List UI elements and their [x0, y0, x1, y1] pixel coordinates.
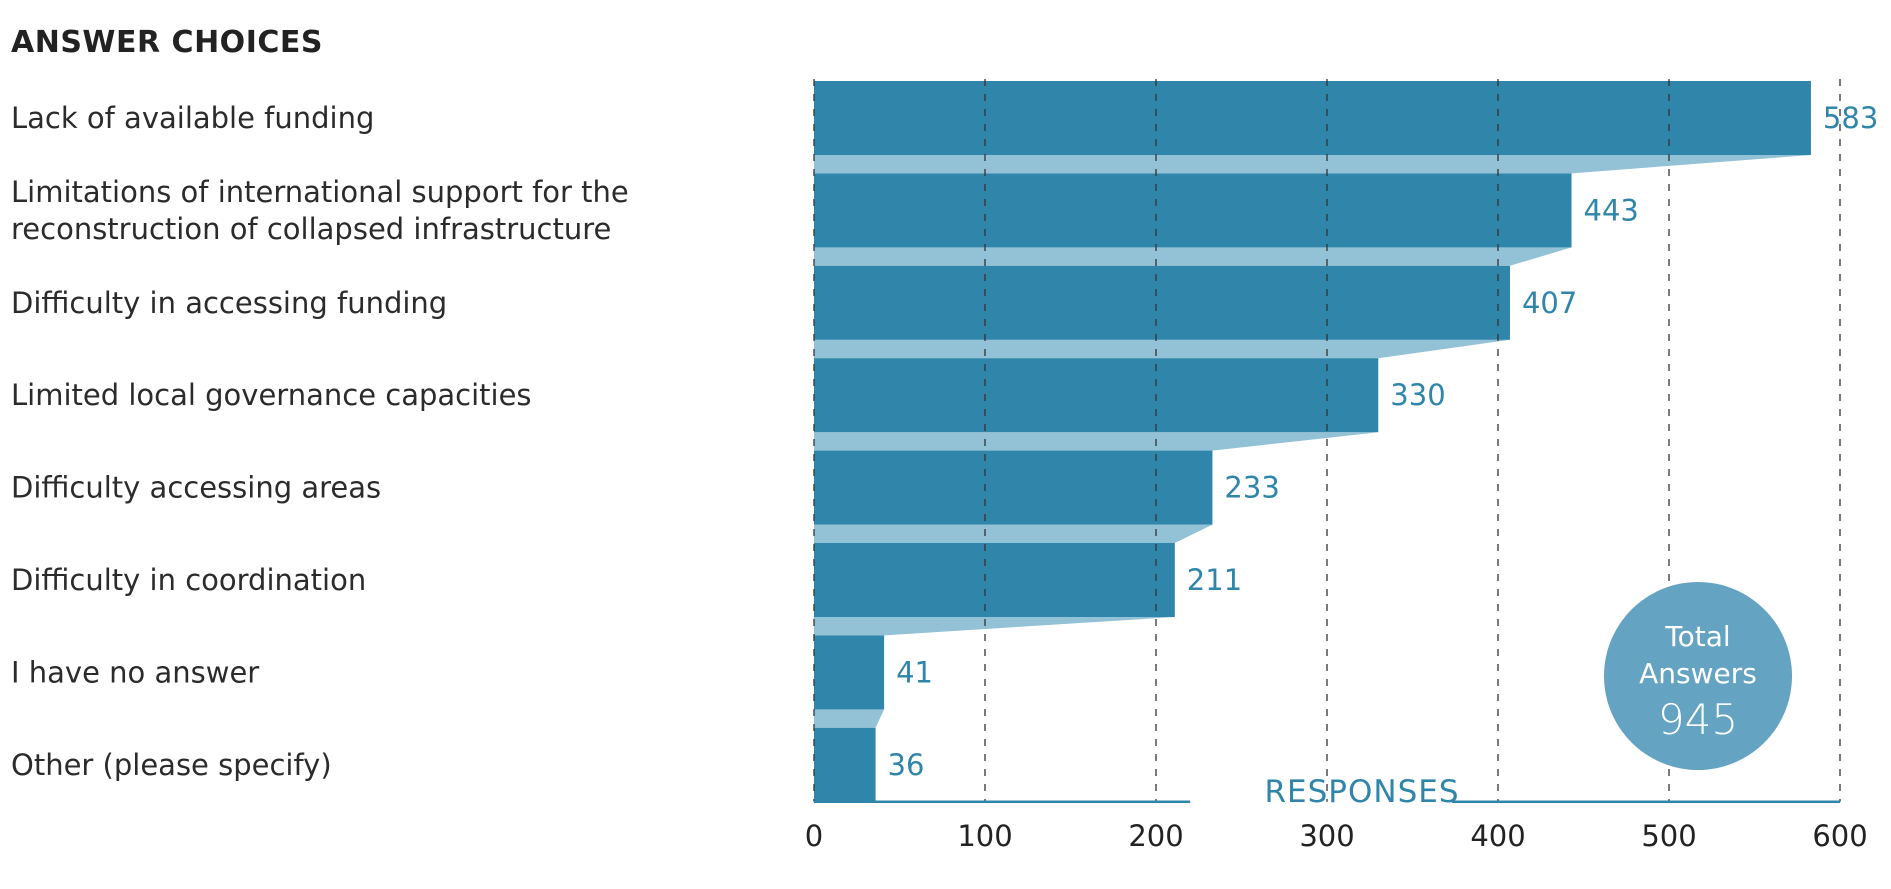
funnel-connector	[814, 155, 1811, 174]
tick-label: 100	[957, 819, 1012, 853]
value-label: 407	[1522, 286, 1577, 320]
total-label-line1: Total	[1664, 620, 1730, 653]
x-axis-group: 0 100 200 300 400 500 600 RESPONSES	[805, 774, 1868, 853]
value-label: 41	[896, 655, 933, 689]
tick-label: 500	[1641, 819, 1696, 853]
category-label: Other (please specify)	[11, 748, 332, 782]
tick-label: 300	[1299, 819, 1354, 853]
tick-label: 600	[1812, 819, 1867, 853]
category-label: I have no answer	[11, 655, 259, 689]
bar	[814, 635, 885, 710]
funnel-connectors	[814, 155, 1811, 728]
funnel-connector	[814, 617, 1175, 636]
category-label: Limitations of international support for…	[11, 175, 629, 209]
bar	[814, 450, 1213, 525]
category-label: reconstruction of collapsed infrastructu…	[11, 212, 611, 246]
category-label: Difficulty in accessing funding	[11, 286, 447, 320]
bar	[814, 727, 876, 802]
funnel-connector	[814, 709, 885, 728]
bar	[814, 173, 1572, 248]
funnel-connector	[814, 524, 1213, 543]
bars-group	[814, 81, 1811, 802]
total-answers-badge: Total Answers 945	[1604, 582, 1792, 770]
category-label: Lack of available funding	[11, 101, 374, 135]
value-label: 233	[1224, 471, 1279, 505]
bar	[814, 265, 1510, 340]
bar	[814, 543, 1175, 617]
total-value: 945	[1658, 695, 1738, 744]
value-labels-group: 583 443 407 330 233 211 41 36	[888, 101, 1879, 782]
x-axis-title: RESPONSES	[1264, 774, 1459, 810]
funnel-connector	[814, 247, 1572, 266]
answer-choices-header: ANSWER CHOICES	[11, 25, 323, 60]
category-label: Limited local governance capacities	[11, 378, 532, 412]
funnel-connector	[814, 339, 1510, 359]
value-label: 330	[1390, 378, 1445, 412]
value-label: 211	[1187, 563, 1242, 597]
value-label: 36	[888, 748, 925, 782]
category-labels-group: Lack of available funding Limitations of …	[11, 101, 629, 782]
value-label: 443	[1584, 193, 1639, 227]
tick-label: 200	[1128, 819, 1183, 853]
bar	[814, 358, 1379, 433]
funnel-connector	[814, 432, 1379, 451]
category-label: Difficulty accessing areas	[11, 471, 381, 505]
tick-label: 0	[805, 819, 823, 853]
value-label: 583	[1823, 101, 1878, 135]
total-label-line2: Answers	[1639, 657, 1757, 690]
tick-label: 400	[1470, 819, 1525, 853]
bar	[814, 81, 1811, 155]
total-circle	[1604, 582, 1792, 770]
category-label: Difficulty in coordination	[11, 563, 366, 597]
